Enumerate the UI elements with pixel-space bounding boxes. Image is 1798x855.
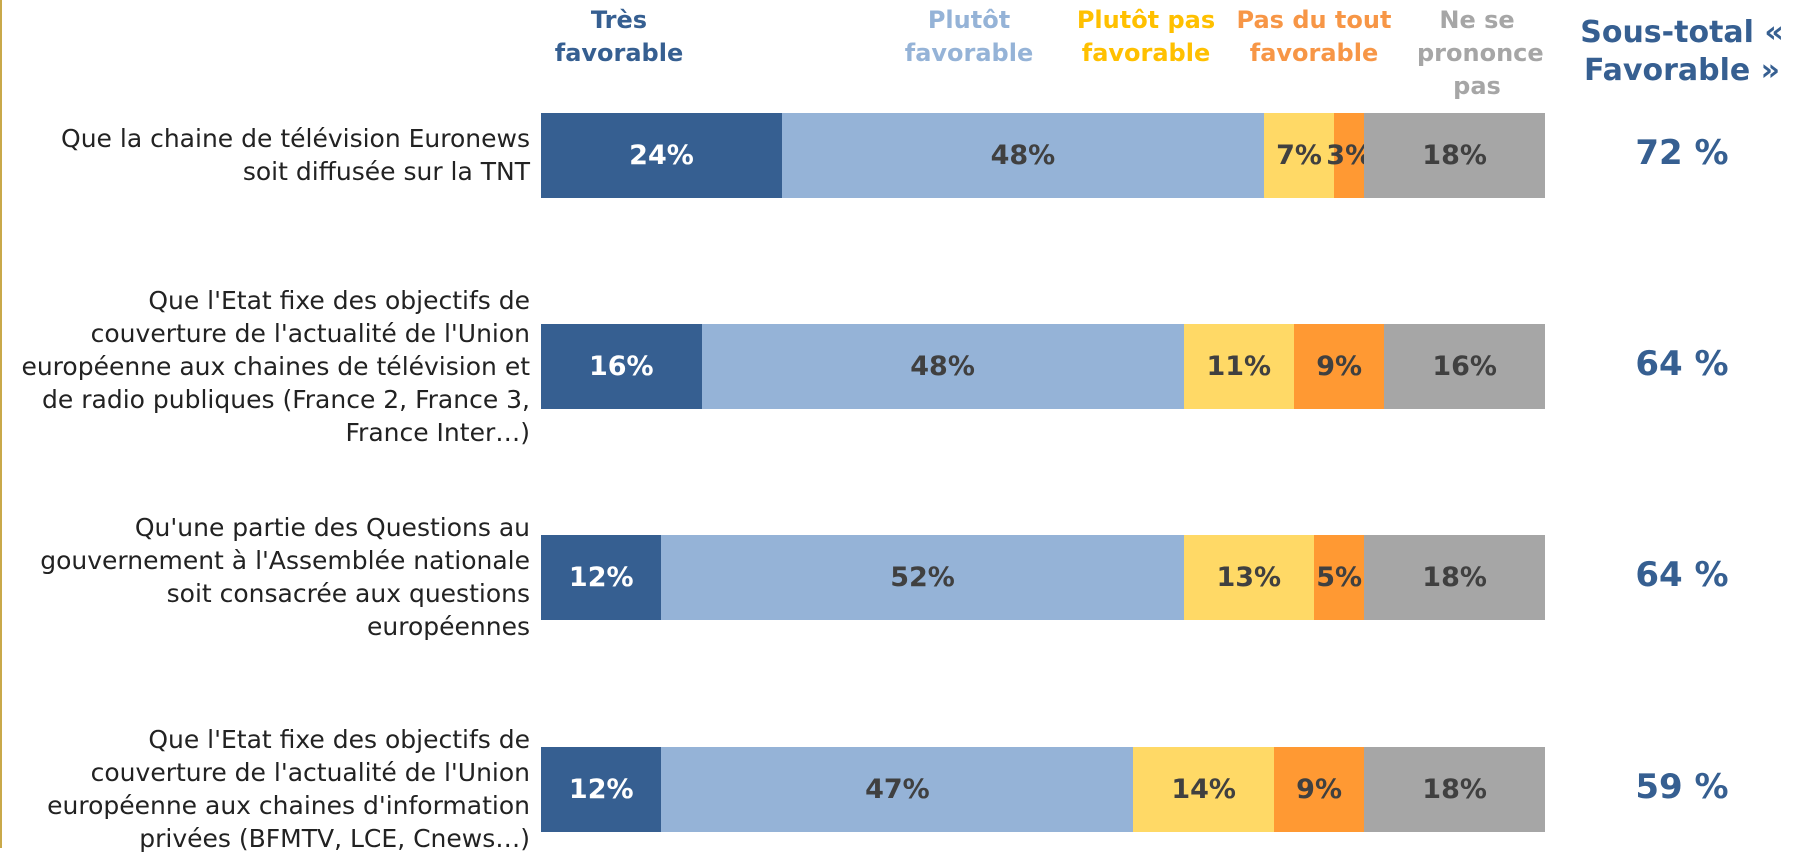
bar-segment: 18% bbox=[1364, 746, 1545, 832]
legend-entry: Très favorable bbox=[554, 6, 684, 67]
bar-segment: 7% bbox=[1263, 112, 1335, 198]
subtotal-value: 64 % bbox=[1635, 555, 1729, 595]
legend-entry: Plutôt pas favorable bbox=[1076, 6, 1216, 67]
bar-segment: 48% bbox=[701, 323, 1184, 409]
subtotal-value: 72 % bbox=[1635, 133, 1729, 173]
bar-segment: 14% bbox=[1133, 746, 1274, 832]
bar-segment: 16% bbox=[541, 323, 702, 409]
bar-segment: 12% bbox=[541, 534, 662, 620]
category-label: Que la chaine de télévision Euronews soi… bbox=[61, 124, 530, 186]
bar-segment: 52% bbox=[661, 534, 1184, 620]
subtotal-value: 59 % bbox=[1635, 767, 1729, 807]
bar-segment: 11% bbox=[1183, 323, 1294, 409]
legend-entry: Ne se prononce pas bbox=[1417, 6, 1544, 100]
legend-entry: Plutôt favorable bbox=[904, 6, 1034, 67]
bar-segment: 24% bbox=[541, 112, 782, 198]
bar-segment: 18% bbox=[1364, 534, 1545, 620]
bar-segment: 47% bbox=[661, 746, 1134, 832]
category-label: Qu'une partie des Questions au gouvernem… bbox=[40, 513, 530, 641]
category-label: Que l'Etat fixe des objectifs de couvert… bbox=[47, 725, 530, 853]
bar-segment: 12% bbox=[541, 746, 662, 832]
subtotal-value: 64 % bbox=[1635, 344, 1729, 384]
bar-segment: 16% bbox=[1384, 323, 1545, 409]
subtotal-title: Sous-total « Favorable » bbox=[1580, 15, 1784, 88]
legend-entry: Pas du tout favorable bbox=[1236, 6, 1392, 67]
category-label: Que l'Etat fixe des objectifs de couvert… bbox=[21, 285, 530, 447]
bar-segment: 9% bbox=[1294, 323, 1385, 409]
bar-segment: 5% bbox=[1314, 534, 1365, 620]
bar-segment: 3% bbox=[1326, 112, 1372, 198]
bar-segment: 9% bbox=[1273, 746, 1365, 832]
bar-segment: 48% bbox=[781, 112, 1264, 198]
bar-segment: 18% bbox=[1364, 112, 1545, 198]
bar-segment: 13% bbox=[1183, 534, 1315, 620]
